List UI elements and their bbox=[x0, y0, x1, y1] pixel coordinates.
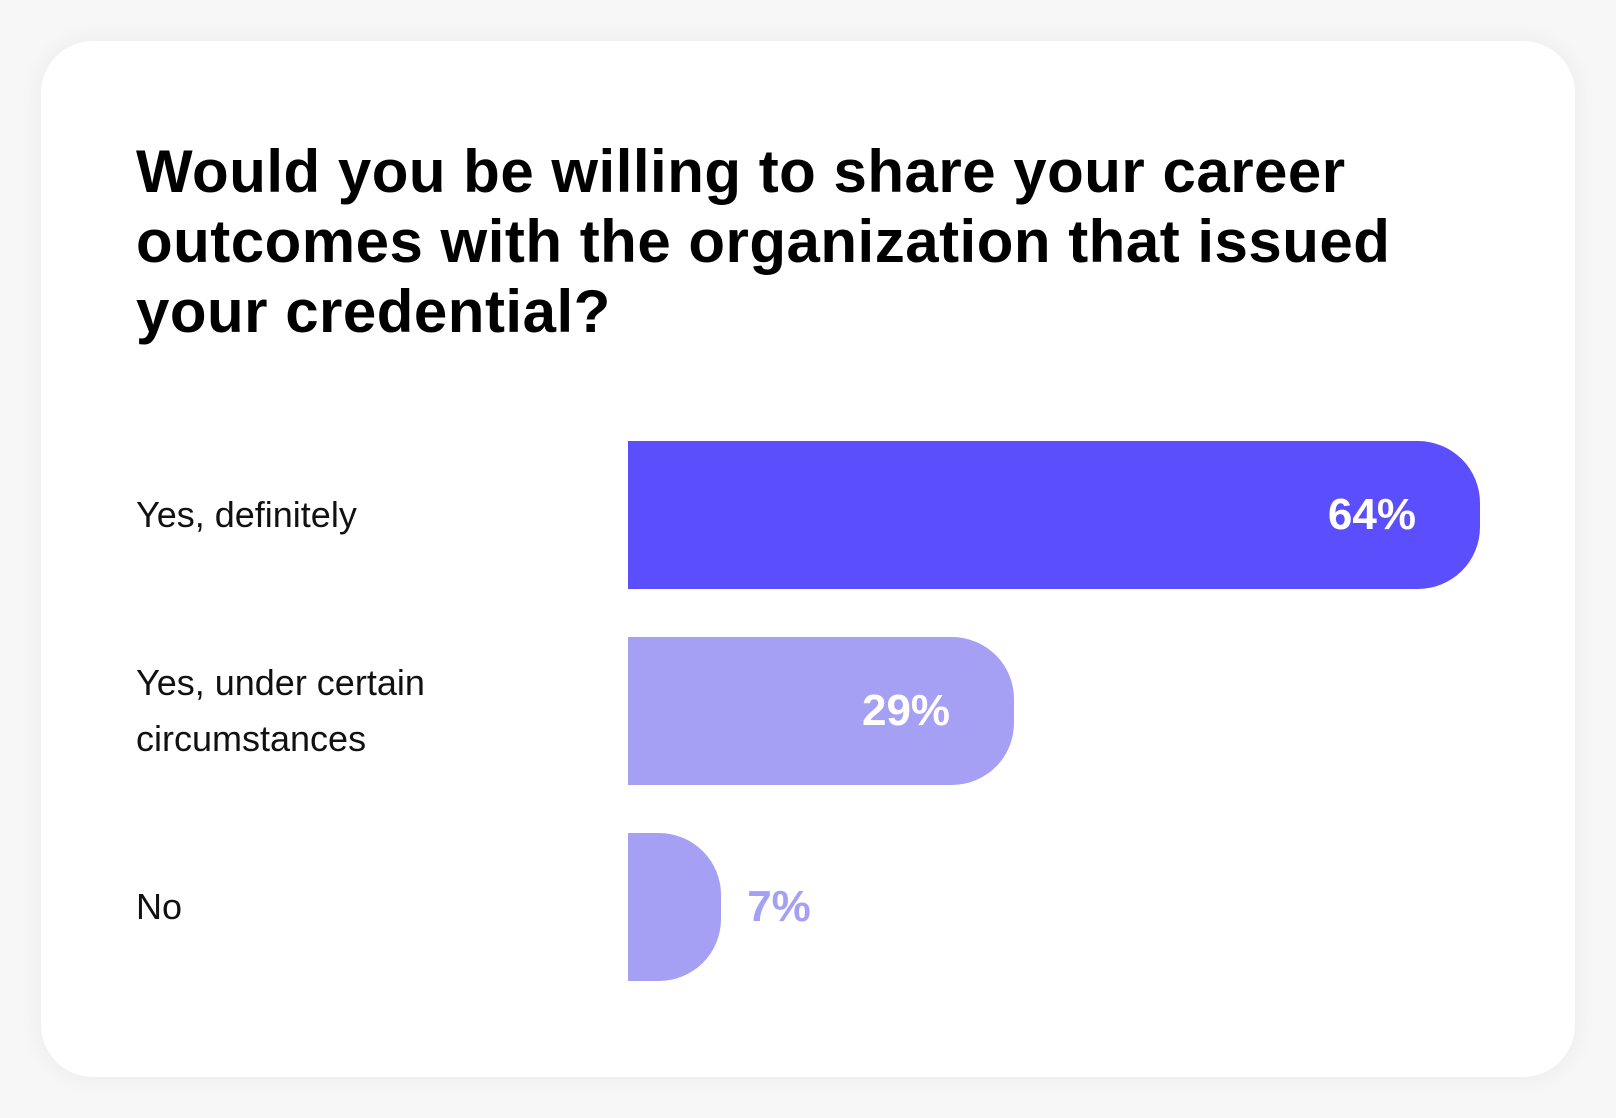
value-label: 64% bbox=[1327, 490, 1416, 539]
chart-title: Would you be willing to share your caree… bbox=[136, 138, 1391, 345]
category-label: Yes, definitely bbox=[136, 494, 357, 535]
value-label: 29% bbox=[861, 686, 951, 735]
category-label: Yes, under certain circumstances bbox=[136, 662, 425, 759]
category-label: No bbox=[136, 886, 183, 927]
chart-card: Would you be willing to share your caree… bbox=[41, 41, 1575, 1077]
value-label: 7% bbox=[747, 882, 811, 931]
bar bbox=[628, 637, 1015, 785]
bar bbox=[628, 441, 1480, 589]
bar bbox=[628, 833, 722, 981]
